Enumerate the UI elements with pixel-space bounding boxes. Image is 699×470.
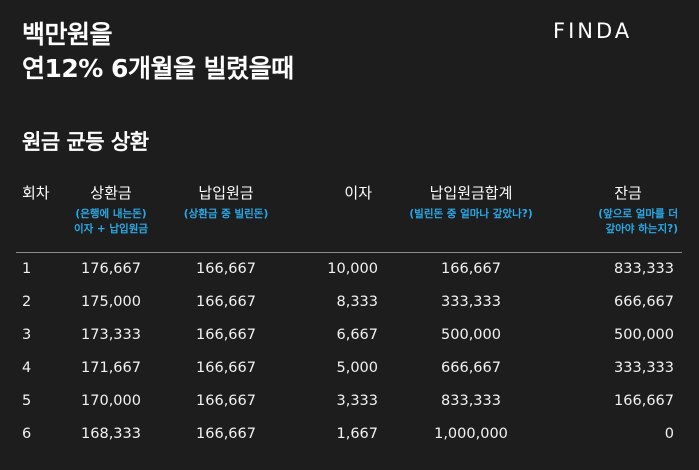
cell-balance: 833,333 [614,260,674,277]
table-body: 1 176,667 166,667 10,000 166,667 833,333 2 175,… [16,252,682,450]
cell-principal: 166,667 [196,260,256,277]
column-header-principal-total: 납입원금합계 (빌린돈 중 얼마나 갚았나?) [386,174,556,252]
cell-payment: 173,333 [81,326,141,343]
cell-interest: 1,667 [336,425,378,442]
table-row: 2 175,000 166,667 8,333 333,333 666,667 [16,285,682,318]
table-header-row: 회차 상환금 (은행에 내는돈) 이자 + 납입원금 납입원금 (상환금 중 빌린… [16,174,682,252]
finda-logo: FINDA [553,19,633,43]
table-row: 6 168,333 166,667 1,667 1,000,000 0 [16,417,682,450]
column-note: (은행에 내는돈) 이자 + 납입원금 [73,208,149,235]
column-header-balance: 잔금 (앞으로 얼마를 더 갚아야 하는지?) [556,174,682,252]
table-row: 1 176,667 166,667 10,000 166,667 833,333 [16,252,682,285]
column-note: (앞으로 얼마를 더 갚아야 하는지?) [598,208,678,235]
column-header-round: 회차 [22,184,50,202]
cell-payment: 168,333 [81,425,141,442]
table-row: 5 170,000 166,667 3,333 833,333 166,667 [16,384,682,417]
cell-round: 5 [22,392,32,409]
cell-principal-total: 333,333 [441,293,501,310]
cell-balance: 166,667 [614,392,674,409]
cell-round: 6 [22,425,32,442]
cell-round: 2 [22,293,32,310]
cell-round: 3 [22,326,32,343]
cell-payment: 171,667 [81,359,141,376]
cell-principal-total: 1,000,000 [434,425,508,442]
column-header-payment: 상환금 (은행에 내는돈) 이자 + 납입원금 [56,174,166,252]
cell-balance: 666,667 [614,293,674,310]
cell-interest: 8,333 [336,293,378,310]
headline-line-1: 백만원을 [22,20,113,49]
cell-principal: 166,667 [196,326,256,343]
cell-payment: 176,667 [81,260,141,277]
repayment-table: 회차 상환금 (은행에 내는돈) 이자 + 납입원금 납입원금 (상환금 중 빌린… [16,174,682,450]
column-header-interest: 이자 [344,184,372,202]
cell-principal-total: 833,333 [441,392,501,409]
cell-payment: 175,000 [81,293,141,310]
cell-interest: 6,667 [336,326,378,343]
cell-round: 4 [22,359,32,376]
cell-payment: 170,000 [81,392,141,409]
column-note: (상환금 중 빌린돈) [183,208,269,220]
cell-principal: 166,667 [196,392,256,409]
cell-round: 1 [22,260,32,277]
cell-balance: 500,000 [614,326,674,343]
column-header-principal: 납입원금 (상환금 중 빌린돈) [166,174,286,252]
cell-balance: 0 [664,425,674,442]
cell-interest: 5,000 [336,359,378,376]
cell-interest: 3,333 [336,392,378,409]
cell-principal-total: 666,667 [441,359,501,376]
cell-interest: 10,000 [327,260,378,277]
cell-principal-total: 500,000 [441,326,501,343]
table-row: 3 173,333 166,667 6,667 500,000 500,000 [16,318,682,351]
column-note: (빌린돈 중 얼마나 갚았나?) [409,208,533,220]
cell-balance: 333,333 [614,359,674,376]
cell-principal: 166,667 [196,425,256,442]
cell-principal: 166,667 [196,293,256,310]
table-row: 4 171,667 166,667 5,000 666,667 333,333 [16,351,682,384]
headline-line-2: 연12% 6개월을 빌렸을때 [22,54,294,83]
cell-principal-total: 166,667 [441,260,501,277]
section-title: 원금 균등 상환 [22,130,149,154]
cell-principal: 166,667 [196,359,256,376]
headline: 백만원을 연12% 6개월을 빌렸을때 [22,18,294,86]
